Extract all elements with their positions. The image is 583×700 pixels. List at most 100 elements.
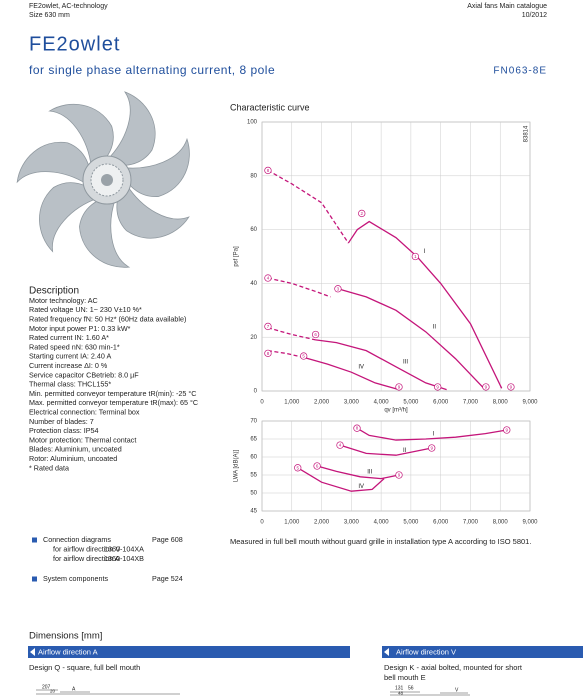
- operating-point-label: 2: [360, 211, 363, 216]
- x-tick-label: 1,000: [284, 400, 300, 406]
- direction-bar: [382, 646, 583, 658]
- operating-point: [395, 383, 403, 391]
- x-axis-label: qv [m³/h]: [384, 408, 408, 414]
- curve: [267, 350, 304, 359]
- chart-note: Measured in full bell mouth without guar…: [230, 537, 531, 546]
- bullet: [32, 576, 37, 582]
- operating-point-label: 9: [398, 472, 401, 477]
- y-tick-label: 0: [254, 389, 258, 395]
- x-tick-label: 2,000: [314, 400, 330, 406]
- operating-point: [311, 330, 320, 339]
- y-tick-label: 45: [250, 509, 257, 515]
- operating-point-label: 6: [316, 463, 319, 468]
- operating-point: [264, 322, 272, 331]
- operating-point: [300, 352, 308, 360]
- x-tick-label: 5,000: [403, 400, 419, 406]
- bullet: [32, 537, 37, 543]
- operating-point: [395, 471, 403, 479]
- description-line: Rated speed nN: 630 min-1*: [29, 342, 120, 351]
- operating-point-label: 9: [436, 384, 439, 389]
- arrow: [30, 648, 35, 656]
- operating-point: [294, 464, 302, 472]
- description-heading: Description: [29, 286, 79, 297]
- y-tick-label: 80: [250, 173, 257, 179]
- operating-point-label: 8: [356, 426, 359, 431]
- x-tick-label: 7,000: [463, 520, 479, 526]
- x-tick-label: 2,000: [314, 520, 330, 526]
- curve-label: I: [424, 249, 426, 255]
- x-tick-label: 3,000: [344, 520, 360, 526]
- y-tick-label: 65: [250, 437, 257, 443]
- description-line: Min. permitted conveyor temperature tR(m…: [29, 389, 196, 398]
- curve: [339, 444, 432, 456]
- x-tick-label: 6,000: [433, 400, 449, 406]
- chart-code: 83814: [524, 125, 530, 142]
- dimension-label: 131: [395, 685, 404, 691]
- curve: [267, 327, 316, 341]
- operating-point: [507, 383, 515, 391]
- curve-label: I: [433, 432, 435, 438]
- curve: [297, 467, 385, 492]
- curve: [315, 339, 447, 391]
- operating-point-label: 9: [398, 384, 401, 389]
- description-line: Rated voltage UN: 1~ 230 V±10 %*: [29, 305, 142, 314]
- header-right: Axial fans Main catalogue: [467, 3, 547, 10]
- curve: [303, 356, 400, 391]
- operating-point: [358, 209, 366, 218]
- operating-point: [264, 274, 272, 282]
- design-text: bell mouth E: [384, 673, 426, 682]
- x-tick-label: 0: [260, 520, 264, 526]
- description-line: Rated frequency fN: 50 Hz* (60Hz data av…: [29, 315, 186, 324]
- x-tick-label: 4,000: [374, 400, 390, 406]
- connection-label: System components: [43, 574, 109, 583]
- description-line: Motor technology: AC: [29, 296, 98, 305]
- y-tick-label: 50: [250, 491, 257, 497]
- description-line: Electrical connection: Terminal box: [29, 408, 140, 417]
- direction-bar: [28, 646, 350, 658]
- arrow: [384, 648, 389, 656]
- y-tick-label: 100: [247, 120, 258, 126]
- y-tick-label: 70: [250, 419, 257, 425]
- title: FE2owlet: [29, 33, 120, 55]
- header-right: 10/2012: [522, 12, 547, 19]
- operating-point-label: 9: [430, 445, 433, 450]
- operating-point-label: 7: [267, 324, 270, 329]
- operating-point-label: 9: [485, 384, 488, 389]
- fan-image: [16, 91, 190, 268]
- curve-label: III: [367, 469, 372, 475]
- description-line: Current increase ΔI: 0 %: [29, 361, 108, 370]
- x-tick-label: 5,000: [403, 520, 419, 526]
- description-line: Starting current IA: 2.40 A: [29, 352, 112, 361]
- plot-frame: [261, 420, 531, 512]
- operating-point-label: 8: [267, 351, 270, 356]
- operating-point-label: 8: [267, 168, 270, 173]
- dimension-label: 20: [50, 689, 56, 694]
- x-tick-label: 0: [260, 400, 264, 406]
- operating-point-label: 5: [302, 354, 305, 359]
- operating-point: [336, 441, 344, 449]
- description-line: Service capacitor CBetrieb: 8.0 µF: [29, 370, 139, 379]
- connection-ref: 1360-104XA: [104, 544, 144, 553]
- description-line: Thermal class: THCL155*: [29, 380, 111, 389]
- curve: [347, 220, 503, 389]
- dimension-label: 48: [398, 691, 404, 696]
- operating-point-label: 4: [267, 276, 270, 281]
- description-line: Motor protection: Thermal contact: [29, 435, 136, 444]
- curve-label: IV: [358, 484, 364, 490]
- description-line: Max. permitted conveyor temperature tR(m…: [29, 398, 198, 407]
- operating-point-label: 1: [414, 254, 417, 259]
- operating-point: [353, 424, 361, 432]
- connection-ref: 1360-104XB: [104, 554, 144, 563]
- header-left: Size 630 mm: [29, 12, 70, 19]
- description-line: * Rated data: [29, 463, 69, 472]
- description-line: Protection class: IP54: [29, 426, 99, 435]
- y-tick-label: 60: [250, 227, 257, 233]
- description-line: Rated current IN: 1.60 A*: [29, 333, 109, 342]
- x-tick-label: 9,000: [522, 520, 538, 526]
- operating-point-label: 4: [339, 443, 342, 448]
- operating-point: [434, 383, 442, 391]
- description-line: Rotor: Aluminium, uncoated: [29, 454, 117, 463]
- dimensions-heading: Dimensions [mm]: [29, 631, 102, 642]
